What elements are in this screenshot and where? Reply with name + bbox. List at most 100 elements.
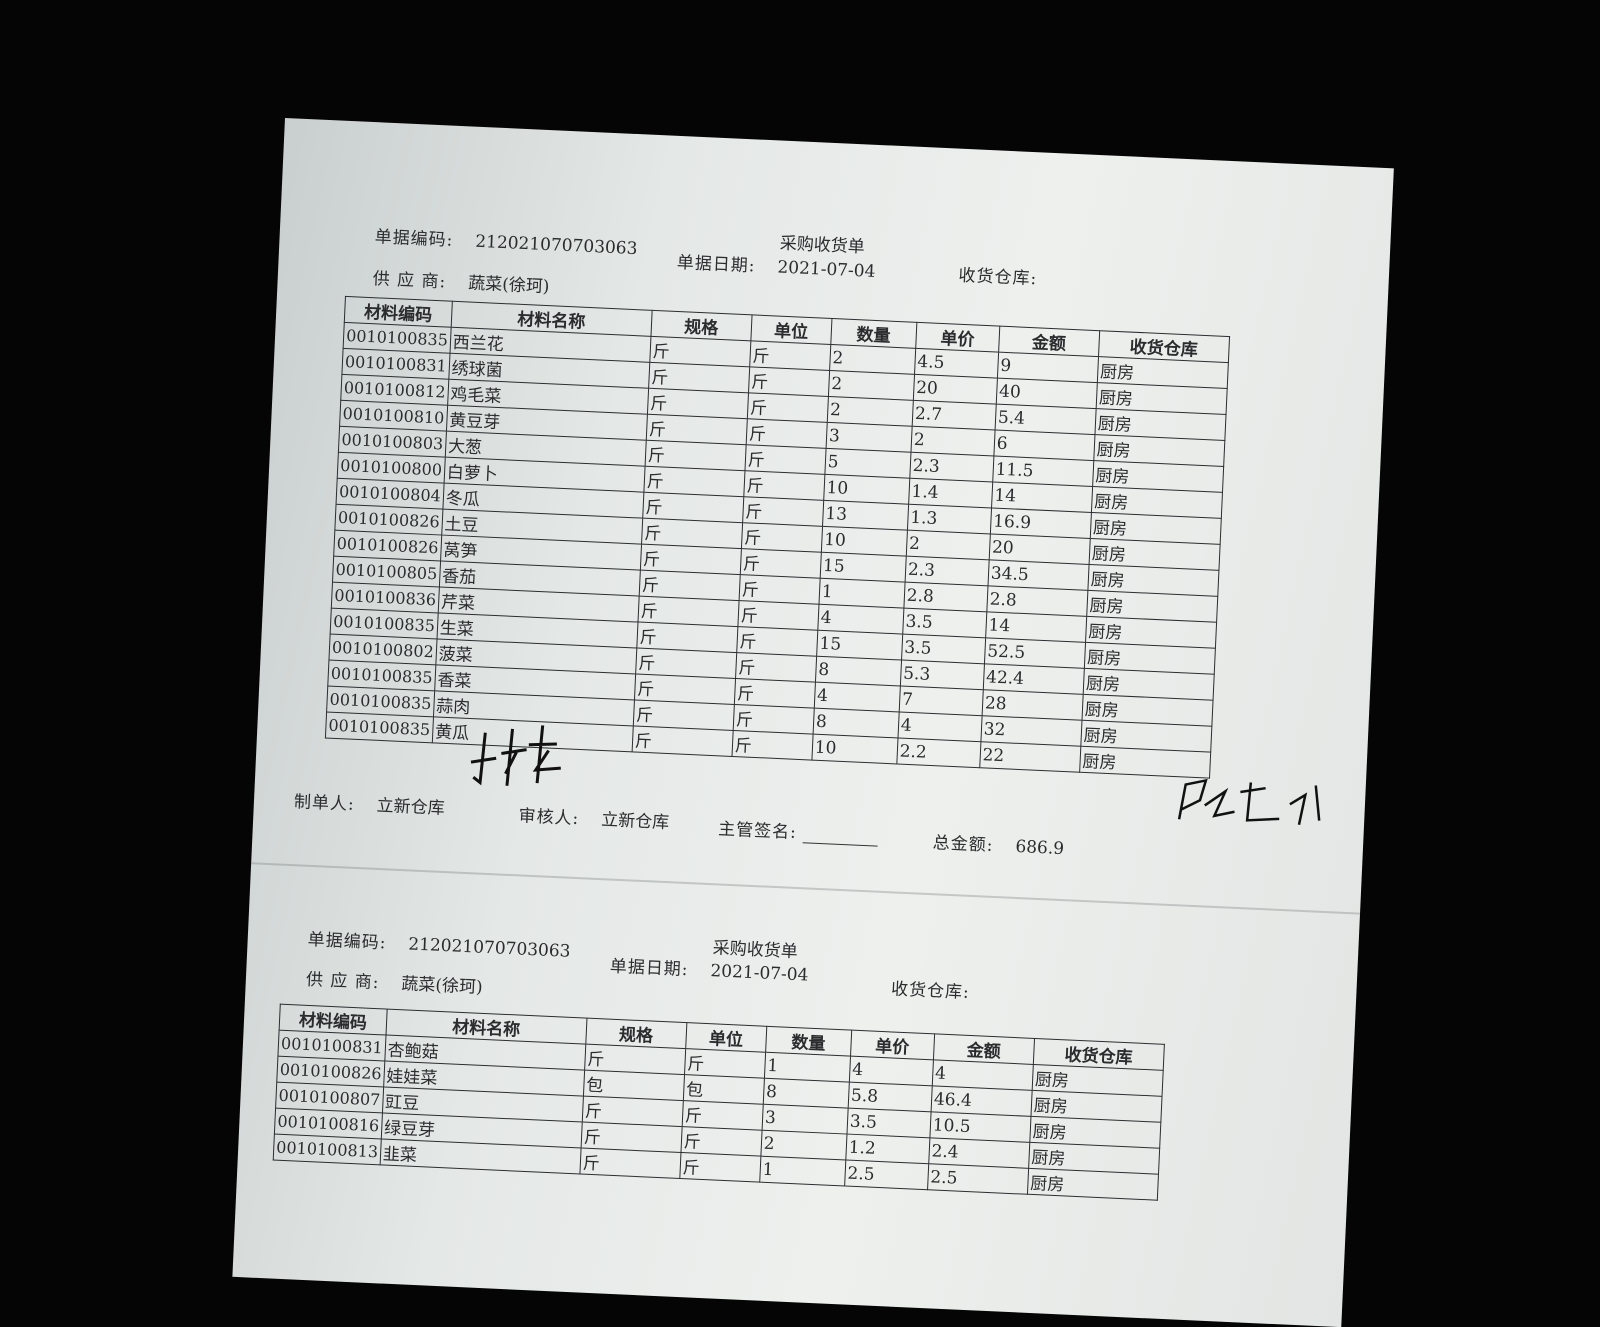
warehouse-field: 收货仓库: bbox=[890, 979, 971, 1003]
cell-unit-price: 2 bbox=[906, 530, 991, 560]
cell-quantity: 2 bbox=[829, 344, 916, 375]
cell-quantity: 2 bbox=[760, 1130, 847, 1161]
cell-quantity: 4 bbox=[817, 604, 904, 635]
supervisor-signature-field: 主管签名: bbox=[718, 814, 879, 847]
cell-quantity: 8 bbox=[812, 708, 899, 738]
cell-unit: 斤 bbox=[731, 730, 813, 761]
supplier: 供 应 商: 蔬菜(徐珂) bbox=[372, 269, 550, 298]
warehouse-field: 收货仓库: bbox=[958, 265, 1038, 290]
cell-unit-price: 3.5 bbox=[902, 608, 987, 638]
cell-spec: 斤 bbox=[634, 673, 736, 705]
cell-unit-price: 3.5 bbox=[846, 1108, 931, 1138]
cell-unit: 斤 bbox=[734, 678, 816, 709]
cell-quantity: 8 bbox=[763, 1078, 850, 1109]
column-header-unit: 单位 bbox=[685, 1022, 767, 1053]
supplier: 供 应 商: 蔬菜(徐珂) bbox=[305, 969, 484, 998]
cell-unit: 斤 bbox=[680, 1126, 762, 1157]
cell-unit-price: 5.8 bbox=[847, 1082, 933, 1112]
cell-quantity: 1 bbox=[764, 1052, 851, 1083]
cell-unit: 斤 bbox=[735, 652, 817, 683]
cell-unit: 斤 bbox=[732, 704, 815, 735]
cell-spec: 斤 bbox=[635, 647, 737, 679]
cell-quantity: 3 bbox=[825, 422, 912, 453]
items-table: 材料编码 材料名称 规格 单位 数量 单价 金额 收货仓库 0010100831 杏鲍菇斤斤 1 4 4… bbox=[273, 1004, 1165, 1201]
cell-spec: 斤 bbox=[644, 440, 746, 471]
cell-spec: 斤 bbox=[631, 725, 733, 757]
doc-number: 单据编码: 212021070703063 bbox=[374, 227, 638, 260]
column-header-unit-price: 单价 bbox=[915, 322, 1000, 353]
cell-unit: 斤 bbox=[681, 1100, 764, 1131]
maker-signature bbox=[470, 725, 561, 786]
cell-unit: 斤 bbox=[743, 470, 825, 501]
cell-quantity: 10 bbox=[821, 526, 908, 557]
column-header-unit-price: 单价 bbox=[850, 1030, 935, 1060]
supervisor-signature bbox=[1177, 778, 1321, 825]
cell-unit-price: 2.3 bbox=[909, 452, 994, 482]
column-header-unit: 单位 bbox=[750, 314, 832, 345]
cell-amount: 22 bbox=[979, 741, 1081, 773]
receipt-paper: 采购收货单 单据编码: 212021070703063 单据日期: 2021-07-… bbox=[232, 118, 1394, 1327]
cell-quantity: 2 bbox=[828, 370, 915, 401]
cell-unit: 斤 bbox=[741, 522, 823, 553]
cell-spec: 斤 bbox=[633, 699, 735, 731]
cell-spec: 斤 bbox=[641, 518, 743, 549]
cell-unit-price: 2.8 bbox=[903, 582, 988, 612]
cell-quantity: 2 bbox=[827, 396, 914, 427]
cell-unit-price: 2 bbox=[910, 426, 995, 456]
cell-unit: 斤 bbox=[738, 574, 820, 605]
cell-quantity: 3 bbox=[761, 1104, 848, 1135]
cell-material-code: 0010100813 bbox=[273, 1134, 382, 1165]
cell-unit-price: 20 bbox=[913, 374, 998, 405]
items-table: 材料编码 材料名称 规格 单位 数量 单价 金额 收货仓库 0010100835 西兰花斤斤 2 4.… bbox=[325, 296, 1230, 779]
cell-quantity: 13 bbox=[822, 500, 909, 531]
cell-unit: 斤 bbox=[736, 626, 818, 657]
cell-unit-price: 4.5 bbox=[914, 348, 999, 379]
cell-quantity: 8 bbox=[815, 656, 902, 686]
cell-unit: 包 bbox=[683, 1074, 765, 1105]
cell-spec: 斤 bbox=[638, 570, 741, 601]
cell-spec: 斤 bbox=[649, 336, 751, 367]
cell-unit-price: 7 bbox=[898, 685, 984, 716]
cell-spec: 斤 bbox=[580, 1122, 682, 1153]
cell-unit-price: 4 bbox=[849, 1056, 934, 1086]
receipt-1: 采购收货单 单据编码: 212021070703063 单据日期: 2021-07-… bbox=[285, 118, 1394, 859]
cell-unit-price: 1.2 bbox=[845, 1134, 930, 1164]
cell-spec: 斤 bbox=[646, 414, 748, 445]
cell-unit: 斤 bbox=[684, 1048, 766, 1079]
cell-unit: 斤 bbox=[737, 600, 819, 631]
cell-unit-price: 5.3 bbox=[900, 660, 985, 690]
cell-unit: 斤 bbox=[744, 444, 826, 475]
cell-amount: 2.5 bbox=[927, 1163, 1029, 1195]
cell-unit: 斤 bbox=[742, 496, 824, 527]
cell-unit-price: 1.3 bbox=[907, 504, 992, 534]
cell-unit-price: 4 bbox=[897, 711, 982, 742]
receipt-2: 采购收货单 单据编码: 212021070703063 单据日期: 2021-07-… bbox=[273, 118, 1394, 1201]
cell-warehouse: 厨房 bbox=[1027, 1168, 1159, 1201]
cell-unit-price: 2.2 bbox=[896, 737, 981, 768]
cell-unit-price: 2.3 bbox=[904, 556, 989, 586]
cell-unit-price: 3.5 bbox=[901, 634, 986, 664]
cell-spec: 斤 bbox=[582, 1096, 684, 1127]
doc-number: 单据编码: 212021070703063 bbox=[307, 929, 571, 962]
cell-spec: 斤 bbox=[636, 622, 738, 653]
cell-spec: 斤 bbox=[642, 492, 744, 523]
cell-unit: 斤 bbox=[749, 340, 831, 371]
cell-spec: 包 bbox=[583, 1070, 685, 1101]
cell-quantity: 15 bbox=[819, 552, 907, 583]
reviewer: 审核人: 立新仓库 bbox=[518, 806, 670, 834]
cell-quantity: 15 bbox=[816, 630, 903, 661]
column-header-quantity: 数量 bbox=[765, 1026, 852, 1057]
cell-quantity: 1 bbox=[818, 578, 905, 609]
cell-spec: 斤 bbox=[648, 362, 750, 393]
paper-fold bbox=[251, 862, 1361, 915]
cell-spec: 斤 bbox=[579, 1147, 681, 1179]
cell-unit-price: 2.7 bbox=[911, 400, 997, 431]
cell-unit: 斤 bbox=[748, 366, 830, 397]
cell-material-code: 0010100835 bbox=[325, 711, 434, 743]
total-amount: 总金额: 686.9 bbox=[932, 833, 1065, 860]
cell-quantity: 5 bbox=[824, 448, 911, 479]
cell-unit: 斤 bbox=[679, 1152, 761, 1183]
cell-quantity: 1 bbox=[759, 1156, 846, 1186]
cell-unit: 斤 bbox=[747, 392, 829, 423]
cell-unit: 斤 bbox=[740, 548, 822, 579]
